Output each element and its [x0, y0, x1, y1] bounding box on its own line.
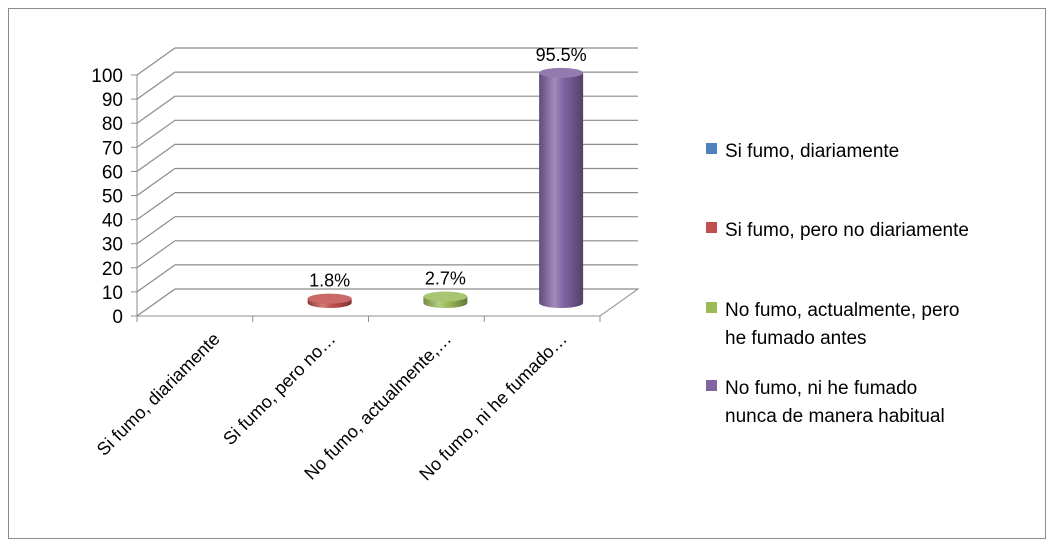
y-tick-label: 0 — [112, 307, 123, 328]
gridline — [136, 143, 638, 172]
gridline — [136, 240, 638, 269]
gridline — [136, 47, 638, 76]
y-tick-label: 70 — [102, 138, 123, 159]
legend-swatch-2 — [706, 222, 717, 233]
gridline — [136, 192, 638, 221]
x-tick-label: Si fumo, diariamente — [93, 329, 224, 460]
legend-label-4: No fumo, ni he fumado — [725, 378, 917, 399]
y-tick-label: 30 — [102, 235, 123, 256]
bar-top-3 — [423, 291, 468, 302]
y-tick-label: 20 — [102, 259, 123, 280]
data-label-4: 95.5% — [536, 45, 587, 65]
legend-swatch-3 — [706, 302, 717, 313]
bar-4 — [539, 72, 584, 308]
x-tick-label: Si fumo, pero no… — [219, 329, 339, 449]
y-tick-label: 90 — [102, 90, 123, 111]
y-tick-label: 80 — [102, 114, 123, 135]
legend-label-4: nunca de manera habitual — [725, 406, 945, 427]
gridline — [136, 167, 638, 196]
legend-label-2: Si fumo, pero no diariamente — [725, 220, 969, 241]
data-label-3: 2.7% — [425, 268, 466, 288]
y-tick-label: 10 — [102, 283, 123, 304]
legend-label-1: Si fumo, diariamente — [725, 141, 899, 162]
gridline — [136, 95, 638, 124]
legend-label-3: he fumado antes — [725, 328, 867, 349]
legend-swatch-4 — [706, 380, 717, 391]
y-tick-label: 40 — [102, 211, 123, 232]
y-tick-label: 50 — [102, 187, 123, 208]
data-label-2: 1.8% — [309, 271, 350, 291]
legend-swatch-1 — [706, 143, 717, 154]
legend-label-3: No fumo, actualmente, pero — [725, 300, 959, 321]
gridline — [136, 119, 638, 148]
gridline — [136, 288, 638, 317]
gridline — [136, 264, 638, 293]
gridline — [136, 216, 638, 245]
bar-top-2 — [307, 293, 352, 304]
bar-top-4 — [539, 67, 584, 78]
gridline — [136, 71, 638, 100]
y-tick-label: 100 — [91, 66, 123, 87]
y-tick-label: 60 — [102, 162, 123, 183]
